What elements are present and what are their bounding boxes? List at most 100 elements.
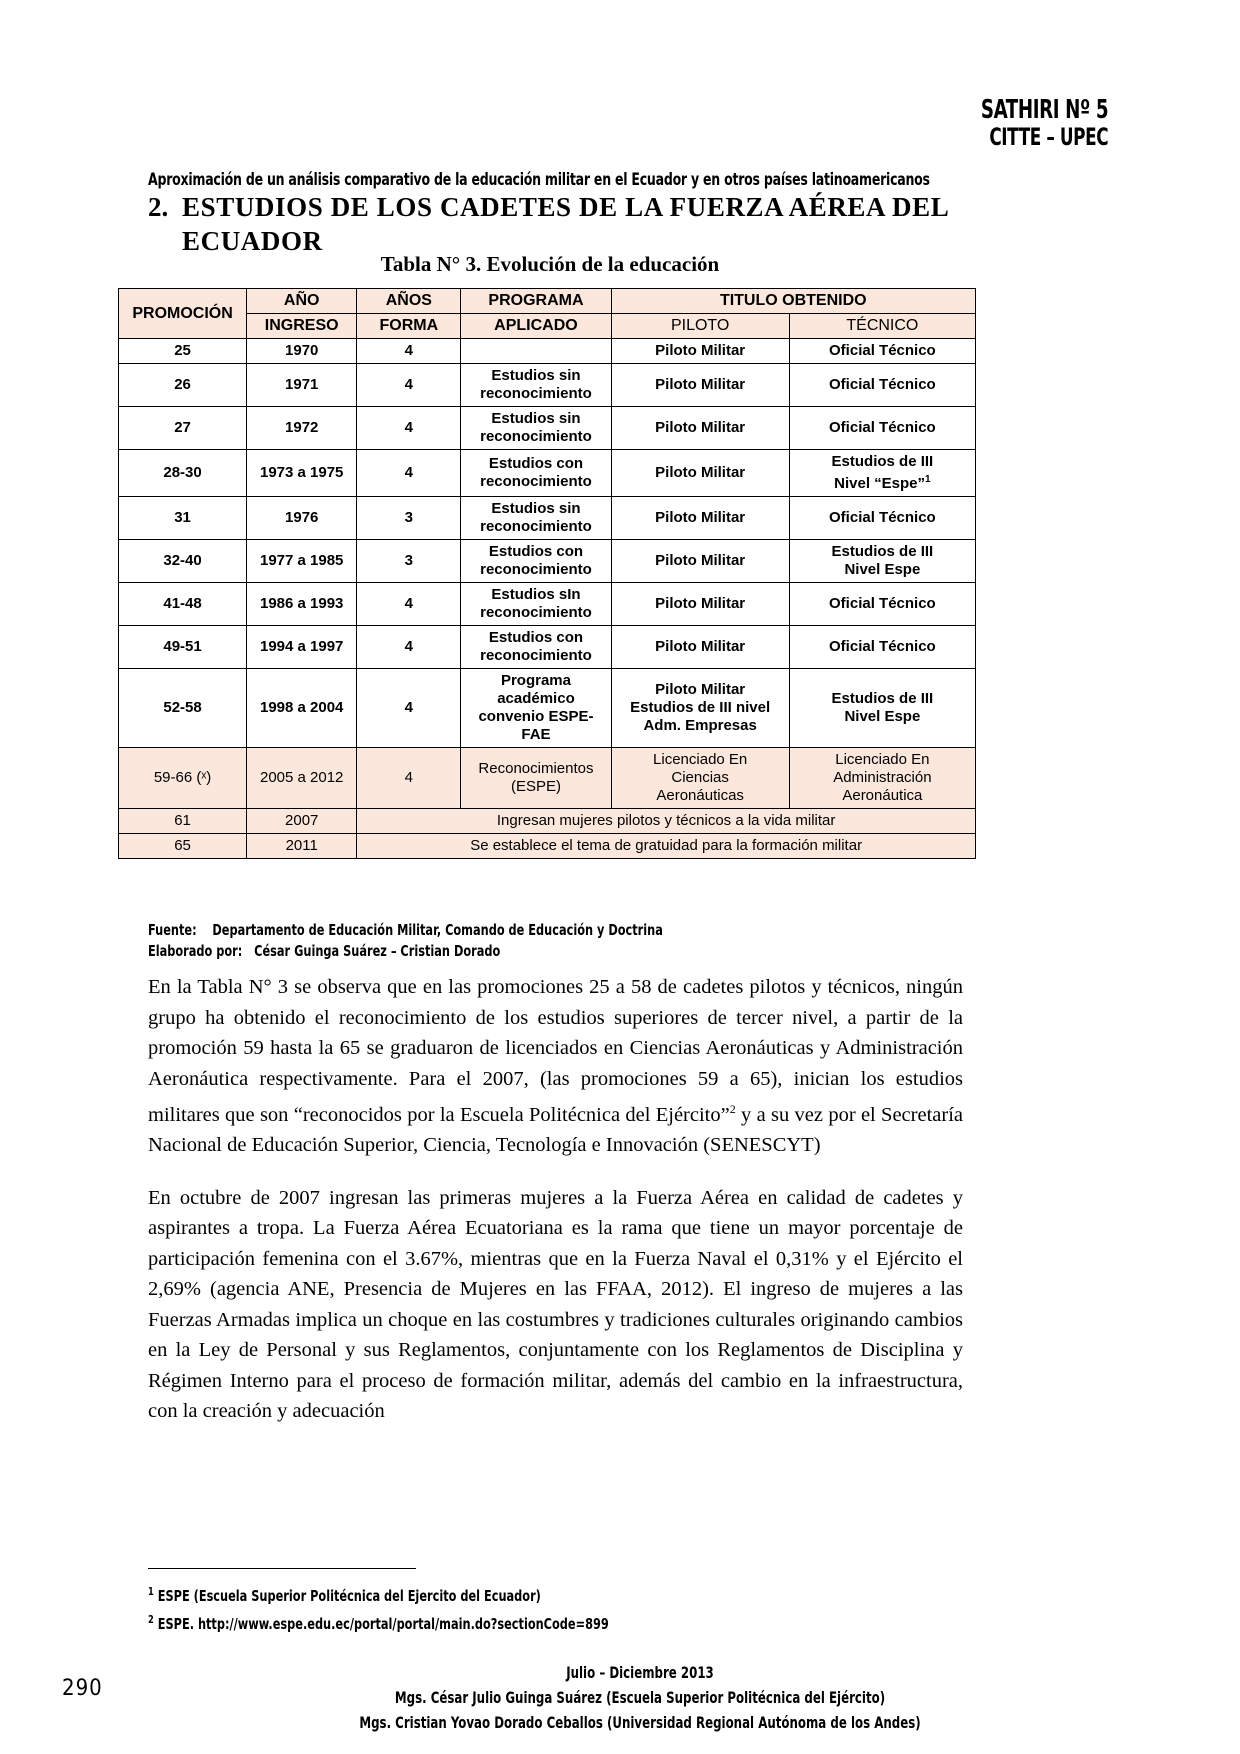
th-anio-ingreso-l2: INGRESO bbox=[246, 313, 358, 339]
cell-titulo-piloto: Piloto Militar bbox=[610, 449, 790, 497]
cell-promocion: 27 bbox=[117, 406, 248, 450]
cell-titulo-tecnico: Estudios de III Nivel Espe bbox=[788, 668, 977, 748]
cell-promocion: 49-51 bbox=[117, 625, 248, 669]
footer-author-2: Mgs. Cristian Yovao Dorado Ceballos (Uni… bbox=[359, 1713, 921, 1732]
cell-programa-aplicado: Estudios sin reconocimiento bbox=[460, 406, 612, 450]
cell-titulo-piloto: Licenciado En Ciencias Aeronáuticas bbox=[610, 747, 790, 809]
table-row: 65 2011 Se establece el tema de gratuidad … bbox=[117, 833, 976, 859]
cell-titulo-piloto: Piloto Militar bbox=[610, 625, 790, 669]
source-fuente-value: Departamento de Educación Militar, Coman… bbox=[212, 921, 663, 939]
cell-titulo-tecnico: Oficial Técnico bbox=[788, 363, 977, 407]
footnote-separator bbox=[148, 1568, 416, 1569]
cell-titulo-piloto: Piloto Militar Estudios de III nivel Adm. … bbox=[610, 668, 790, 748]
cell-programa-aplicado: Programa académico convenio ESPE- FAE bbox=[460, 668, 612, 748]
evolution-table-wrapper: PROMOCIÓN AÑO AÑOS PROGRAMA TITULO OBTEN… bbox=[117, 288, 977, 859]
cell-promocion: 25 bbox=[117, 338, 248, 364]
page-number: 290 bbox=[62, 1676, 103, 1701]
cell-titulo-tecnico: Oficial Técnico bbox=[788, 625, 977, 669]
cell-titulo-tecnico: Oficial Técnico bbox=[788, 582, 977, 626]
cell-anio-ingreso: 1998 a 2004 bbox=[246, 668, 358, 748]
footnote-list: 1 ESPE (Escuela Superior Politécnica del… bbox=[148, 1580, 736, 1636]
cell-promocion: 31 bbox=[117, 496, 248, 540]
paragraph-2: En octubre de 2007 ingresan las primeras… bbox=[148, 1186, 963, 1423]
cell-programa-aplicado: Estudios con reconocimiento bbox=[460, 625, 612, 669]
source-elaborado-label: Elaborado por: bbox=[148, 942, 243, 960]
cell-titulo-piloto: Piloto Militar bbox=[610, 582, 790, 626]
cell-programa-aplicado: Estudios con reconocimiento bbox=[460, 449, 612, 497]
table-body: 25 1970 4 Piloto Militar Oficial Técnico 26 19… bbox=[117, 338, 977, 859]
cell-anio-ingreso: 2005 a 2012 bbox=[246, 747, 358, 809]
cell-titulo-piloto: Piloto Militar bbox=[610, 363, 790, 407]
article-title: Aproximación de un análisis comparativo … bbox=[148, 170, 930, 190]
cell-programa-aplicado bbox=[460, 338, 612, 364]
footnote-ref-1[interactable]: 1 bbox=[925, 474, 931, 485]
cell-anios-forma: 4 bbox=[356, 668, 462, 748]
table-row: 61 2007 Ingresan mujeres pilotos y técnico… bbox=[117, 808, 976, 834]
paragraph-1: En la Tabla N° 3 se observa que en las p… bbox=[148, 972, 963, 1161]
cell-titulo-piloto: Piloto Militar bbox=[610, 338, 790, 364]
cell-anios-forma: 4 bbox=[356, 449, 462, 497]
th-programa-l2: APLICADO bbox=[460, 313, 612, 339]
table-row: 49-51 1994 a 1997 4 Estudios con reconocimie… bbox=[117, 625, 977, 669]
paragraph-1-continuation: y a su vez por el Secretaría Nacional de… bbox=[148, 1103, 964, 1157]
cell-anios-forma: 3 bbox=[356, 539, 462, 583]
cell-programa-aplicado: Estudios con reconocimiento bbox=[460, 539, 612, 583]
cell-anios-forma: 4 bbox=[356, 363, 462, 407]
cell-anio-ingreso: 2007 bbox=[246, 808, 358, 834]
cell-promocion: 28-30 bbox=[117, 449, 248, 497]
table-header-row-2: INGRESO FORMA APLICADO PILOTO TÉCNICO bbox=[119, 313, 977, 339]
th-anio-ingreso-l1: AÑO bbox=[246, 288, 358, 314]
cell-promocion: 52-58 bbox=[117, 668, 248, 748]
cell-anio-ingreso: 1970 bbox=[246, 338, 358, 364]
running-head-institution: CITTE – UPEC bbox=[989, 123, 1108, 151]
cell-titulo-piloto: Piloto Militar bbox=[610, 406, 790, 450]
table-row: 32-40 1977 a 1985 3 Estudios con reconocimie… bbox=[117, 539, 977, 583]
cell-anios-forma: 4 bbox=[356, 625, 462, 669]
cell-promocion: 65 bbox=[117, 833, 248, 859]
table-row: 25 1970 4 Piloto Militar Oficial Técnico bbox=[117, 338, 977, 364]
cell-promocion: 59-66 (ˣ) bbox=[117, 747, 248, 809]
source-fuente-label: Fuente: bbox=[148, 921, 197, 939]
th-promocion: PROMOCIÓN bbox=[117, 288, 248, 339]
footnote-ref-2[interactable]: 2 bbox=[729, 1102, 736, 1116]
cell-span-note: Se establece el tema de gratuidad para l… bbox=[356, 833, 976, 859]
cell-promocion: 32-40 bbox=[117, 539, 248, 583]
cell-titulo-piloto: Piloto Militar bbox=[610, 496, 790, 540]
source-elaborado-value: César Guinga Suárez – Cristian Dorado bbox=[254, 942, 501, 960]
cell-span-note: Ingresan mujeres pilotos y técnicos a la… bbox=[356, 808, 976, 834]
cell-titulo-tecnico: Oficial Técnico bbox=[788, 496, 977, 540]
source-fuente-line: Fuente: Departamento de Educación Milita… bbox=[148, 920, 663, 941]
cell-anios-forma: 4 bbox=[356, 338, 462, 364]
table-row: 41-48 1986 a 1993 4 Estudios sIn reconocimie… bbox=[117, 582, 977, 626]
cell-promocion: 61 bbox=[117, 808, 248, 834]
footnote-item: 2 ESPE. http://www.espe.edu.ec/portal/po… bbox=[148, 1613, 609, 1633]
section-number: 2. bbox=[148, 192, 169, 222]
cell-titulo-tecnico: Oficial Técnico bbox=[788, 338, 977, 364]
section-title-line1: ESTUDIOS DE LOS CADETES DE LA FUERZA AÉR… bbox=[182, 192, 950, 222]
table-caption: Tabla N° 3. Evolución de la educación bbox=[380, 252, 720, 276]
table-head: PROMOCIÓN AÑO AÑOS PROGRAMA TITULO OBTEN… bbox=[117, 288, 977, 339]
cell-anio-ingreso: 1986 a 1993 bbox=[246, 582, 358, 626]
cell-titulo-tecnico: Oficial Técnico bbox=[788, 406, 977, 450]
cell-anio-ingreso: 1973 a 1975 bbox=[246, 449, 358, 497]
footer-author-1: Mgs. César Julio Guinga Suárez (Escuela … bbox=[394, 1688, 886, 1707]
running-head: SATHIRI Nº 5 CITTE – UPEC bbox=[980, 95, 1109, 151]
running-head-journal: SATHIRI Nº 5 bbox=[980, 95, 1109, 125]
cell-programa-aplicado: Estudios sIn reconocimiento bbox=[460, 582, 612, 626]
cell-promocion: 41-48 bbox=[117, 582, 248, 626]
cell-anio-ingreso: 1972 bbox=[246, 406, 358, 450]
cell-titulo-tecnico: Licenciado En Administración Aeronáutica bbox=[788, 747, 977, 809]
table-row: 27 1972 4 Estudios sin reconocimiento Piloto … bbox=[117, 406, 977, 450]
cell-programa-aplicado: Reconocimientos (ESPE) bbox=[460, 747, 612, 809]
paragraph-1-text: En la Tabla N° 3 se observa que en las p… bbox=[148, 976, 963, 1126]
cell-anio-ingreso: 1971 bbox=[246, 363, 358, 407]
cell-programa-aplicado: Estudios sin reconocimiento bbox=[460, 496, 612, 540]
cell-promocion: 26 bbox=[117, 363, 248, 407]
th-anios-forma-l1: AÑOS bbox=[356, 288, 462, 314]
cell-anio-ingreso: 1976 bbox=[246, 496, 358, 540]
cell-anios-forma: 4 bbox=[356, 747, 462, 809]
source-elaborado-line: Elaborado por: César Guinga Suárez – Cri… bbox=[148, 941, 663, 962]
section-heading: 2. ESTUDIOS DE LOS CADETES DE LA FUERZA A… bbox=[148, 190, 1098, 258]
th-programa-l1: PROGRAMA bbox=[460, 288, 612, 314]
